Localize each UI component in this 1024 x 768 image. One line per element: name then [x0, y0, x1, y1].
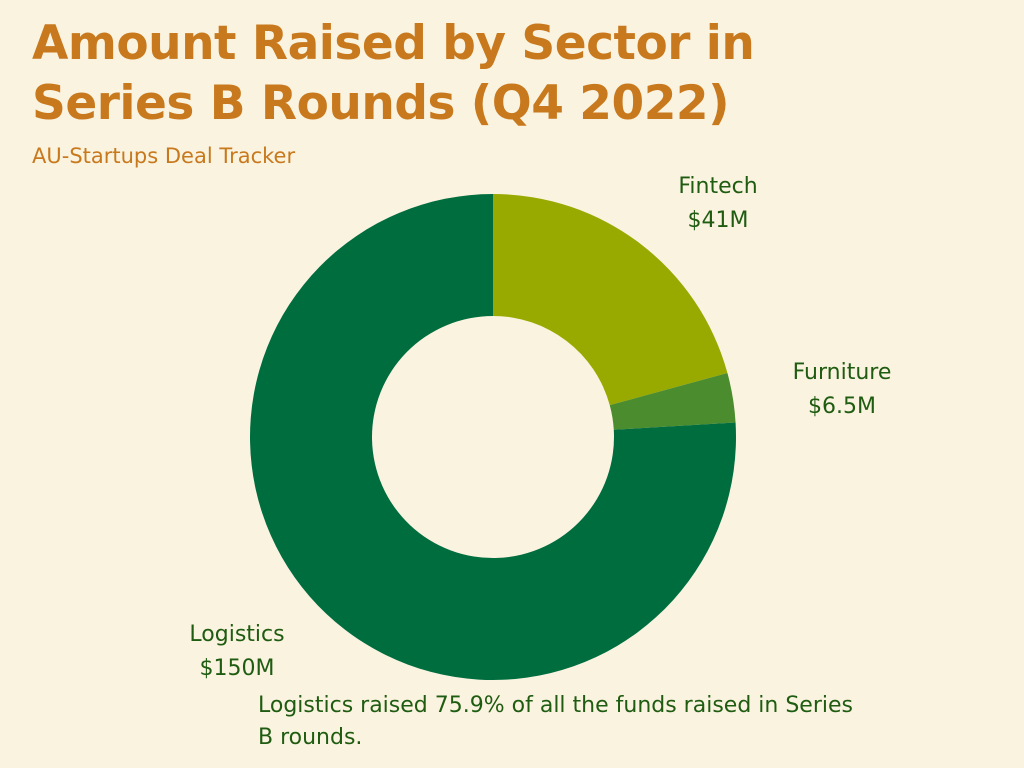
slice-label-furniture: Furniture $6.5M — [793, 356, 892, 424]
chart-annotation: Logistics raised 75.9% of all the funds … — [258, 693, 853, 750]
slice-value-logistics: $150M — [199, 656, 275, 681]
slice-value-fintech: $41M — [687, 208, 749, 233]
chart-title: Amount Raised by Sector in Series B Roun… — [32, 16, 755, 131]
slice-label-logistics: Logistics $150M — [189, 618, 284, 686]
slice-label-fintech: Fintech $41M — [678, 170, 757, 238]
slice-value-furniture: $6.5M — [808, 394, 876, 419]
slice-name-fintech: Fintech — [678, 174, 758, 199]
slice-furniture — [609, 373, 736, 430]
slice-fintech — [493, 194, 728, 406]
slice-name-logistics: Logistics — [189, 622, 285, 647]
chart-subtitle: AU-Startups Deal Tracker — [32, 144, 296, 168]
slice-name-furniture: Furniture — [792, 360, 892, 385]
slice-logistics — [249, 194, 737, 680]
